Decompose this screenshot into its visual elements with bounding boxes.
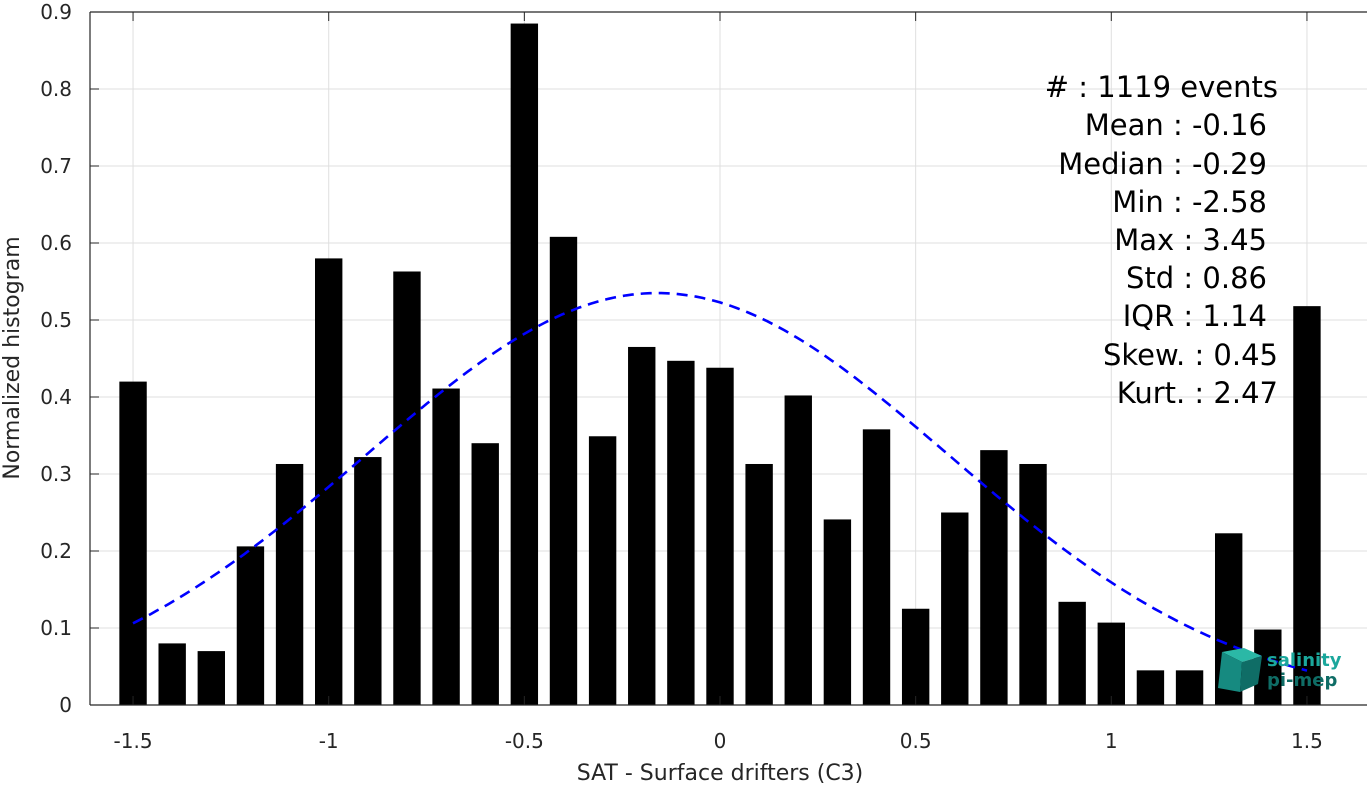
histogram-bar-15 xyxy=(706,367,734,705)
histogram-bar-4 xyxy=(275,463,304,705)
histogram-bar-10 xyxy=(510,23,539,706)
histogram-bar-27 xyxy=(1175,670,1204,705)
histogram-bar-25 xyxy=(1097,622,1125,705)
histogram-bar-2 xyxy=(197,651,226,705)
stat-kurt: Kurt. : 2.47 xyxy=(1117,376,1278,410)
histogram-bar-11 xyxy=(549,236,578,705)
stat-min: Min : -2.58 xyxy=(1112,185,1267,219)
y-tick-label-6: 0.6 xyxy=(40,231,72,255)
histogram-bar-22 xyxy=(980,450,1008,705)
stat-std: Std : 0.86 xyxy=(1126,261,1267,295)
histogram-bar-6 xyxy=(354,457,382,705)
stat-count: # : 1119 events xyxy=(1045,70,1278,104)
histogram-bar-26 xyxy=(1136,670,1165,705)
histogram-bar-17 xyxy=(784,395,812,705)
stat-mean: Mean : -0.16 xyxy=(1085,108,1267,142)
histogram-bar-8 xyxy=(432,388,460,705)
histogram-bar-24 xyxy=(1058,601,1086,705)
salinity-pimep-logo: salinity pi-mep xyxy=(1218,648,1342,692)
histogram-bars xyxy=(119,23,1321,706)
histogram-bar-1 xyxy=(158,643,186,705)
histogram-bar-7 xyxy=(393,271,421,705)
y-tick-label-7: 0.7 xyxy=(40,154,72,178)
x-tick-label-6: 1.5 xyxy=(1291,729,1323,753)
histogram-bar-0 xyxy=(119,381,147,705)
y-tick-label-1: 0.1 xyxy=(40,616,72,640)
stat-median: Median : -0.29 xyxy=(1058,147,1267,181)
y-tick-label-0: 0 xyxy=(59,693,72,717)
axes xyxy=(89,11,1367,706)
histogram-bar-18 xyxy=(823,519,852,705)
normal-fit-curve xyxy=(132,291,1308,672)
y-tick-labels: 0 0.1 0.2 0.3 0.4 0.5 0.6 0.7 0.8 0.9 xyxy=(40,0,72,717)
histogram-bar-21 xyxy=(941,512,969,705)
histogram-bar-19 xyxy=(862,429,891,705)
histogram-bar-3 xyxy=(236,546,265,705)
histogram-bar-9 xyxy=(471,443,499,705)
histogram-bar-5 xyxy=(315,258,343,705)
y-tick-label-8: 0.8 xyxy=(40,77,72,101)
x-tick-label-1: -1 xyxy=(319,729,339,753)
stats-box: # : 1119 events Mean : -0.16 Median : -0… xyxy=(1045,70,1278,410)
logo-text-salinity: salinity xyxy=(1267,650,1342,671)
x-tick-label-4: 0.5 xyxy=(900,729,932,753)
histogram-bar-20 xyxy=(901,608,930,705)
y-axis-title: Normalized histogram xyxy=(0,236,25,479)
logo-cube-icon xyxy=(1218,648,1262,692)
histogram-bar-13 xyxy=(628,346,656,705)
stat-iqr: IQR : 1.14 xyxy=(1123,299,1267,333)
logo-text-pimep: pi-mep xyxy=(1267,670,1337,691)
histogram-bar-30 xyxy=(1293,306,1321,705)
histogram-bar-14 xyxy=(667,360,695,705)
y-tick-label-9: 0.9 xyxy=(40,0,72,24)
x-tick-label-0: -1.5 xyxy=(114,729,153,753)
histogram-bar-16 xyxy=(745,463,773,705)
stat-max: Max : 3.45 xyxy=(1114,223,1267,257)
histogram-bar-12 xyxy=(588,436,617,705)
x-axis-title: SAT - Surface drifters (C3) xyxy=(577,761,864,785)
x-tick-label-3: 0 xyxy=(714,729,727,753)
x-tick-label-2: -0.5 xyxy=(505,729,544,753)
y-tick-label-4: 0.4 xyxy=(40,385,72,409)
y-tick-label-3: 0.3 xyxy=(40,462,72,486)
x-tick-labels: -1.5 -1 -0.5 0 0.5 1 1.5 xyxy=(114,729,1323,753)
histogram-bar-23 xyxy=(1019,463,1047,705)
stat-skew: Skew. : 0.45 xyxy=(1103,338,1278,372)
x-tick-label-5: 1 xyxy=(1105,729,1118,753)
y-tick-label-2: 0.2 xyxy=(40,539,72,563)
y-tick-label-5: 0.5 xyxy=(40,308,72,332)
